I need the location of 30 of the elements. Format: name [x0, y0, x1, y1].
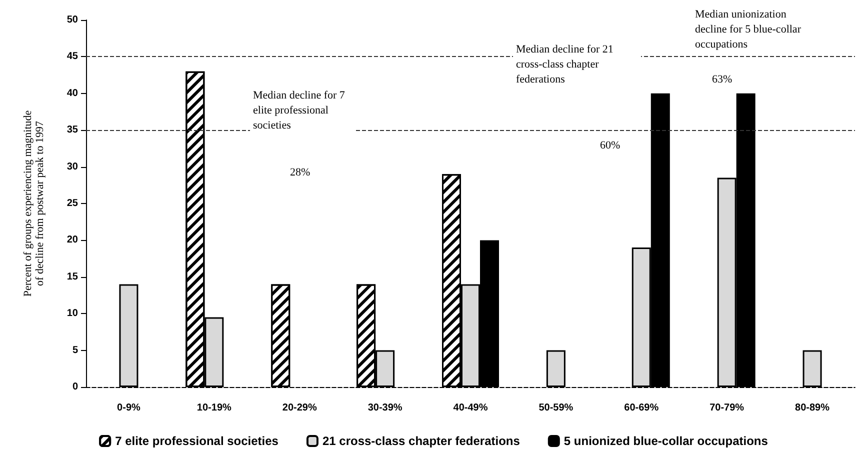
x-tick-label: 0-9% — [117, 402, 140, 414]
y-tick-label: 5 — [72, 344, 78, 356]
annotation: 60% — [600, 140, 620, 152]
x-tick-label: 60-69% — [624, 402, 659, 414]
annotation: 63% — [712, 74, 732, 86]
x-tick-label: 80-89% — [795, 402, 830, 414]
y-tick-label: 15 — [66, 271, 78, 282]
legend-label: 5 unionized blue-collar occupations — [564, 434, 768, 448]
x-tick-label: 50-59% — [538, 402, 574, 414]
y-tick-label: 25 — [66, 198, 78, 209]
y-tick-label: 40 — [66, 88, 78, 99]
x-tick-label: 30-39% — [368, 402, 402, 414]
y-axis-title: Percent of groups experiencing magnitude of decline from postwar peak to 1997 — [22, 110, 46, 297]
x-tick-label: 40-49% — [453, 402, 488, 414]
y-tick-label: 30 — [66, 161, 78, 172]
annotation: 28% — [290, 166, 310, 178]
x-tick-label: 20-29% — [282, 402, 317, 414]
annotation: Median decline for 7 elite professional societies — [253, 90, 348, 132]
annotation: Median decline for 21 cross-class chapter federations — [516, 44, 616, 86]
y-tick-label: 20 — [66, 234, 78, 246]
legend-label: 7 elite professional societies — [115, 434, 279, 448]
y-tick-label: 35 — [66, 124, 78, 136]
y-tick-label: 0 — [72, 382, 78, 392]
annotation: Median unionization decline for 5 blue-collar occupations — [695, 8, 804, 50]
x-tick-label: 10-19% — [196, 402, 232, 414]
x-tick-label: 70-79% — [710, 402, 744, 414]
y-tick-label: 45 — [66, 51, 78, 62]
legend-label: 21 cross-class chapter federations — [322, 434, 520, 448]
y-tick-label: 10 — [66, 308, 78, 320]
y-tick-label: 50 — [66, 14, 78, 26]
